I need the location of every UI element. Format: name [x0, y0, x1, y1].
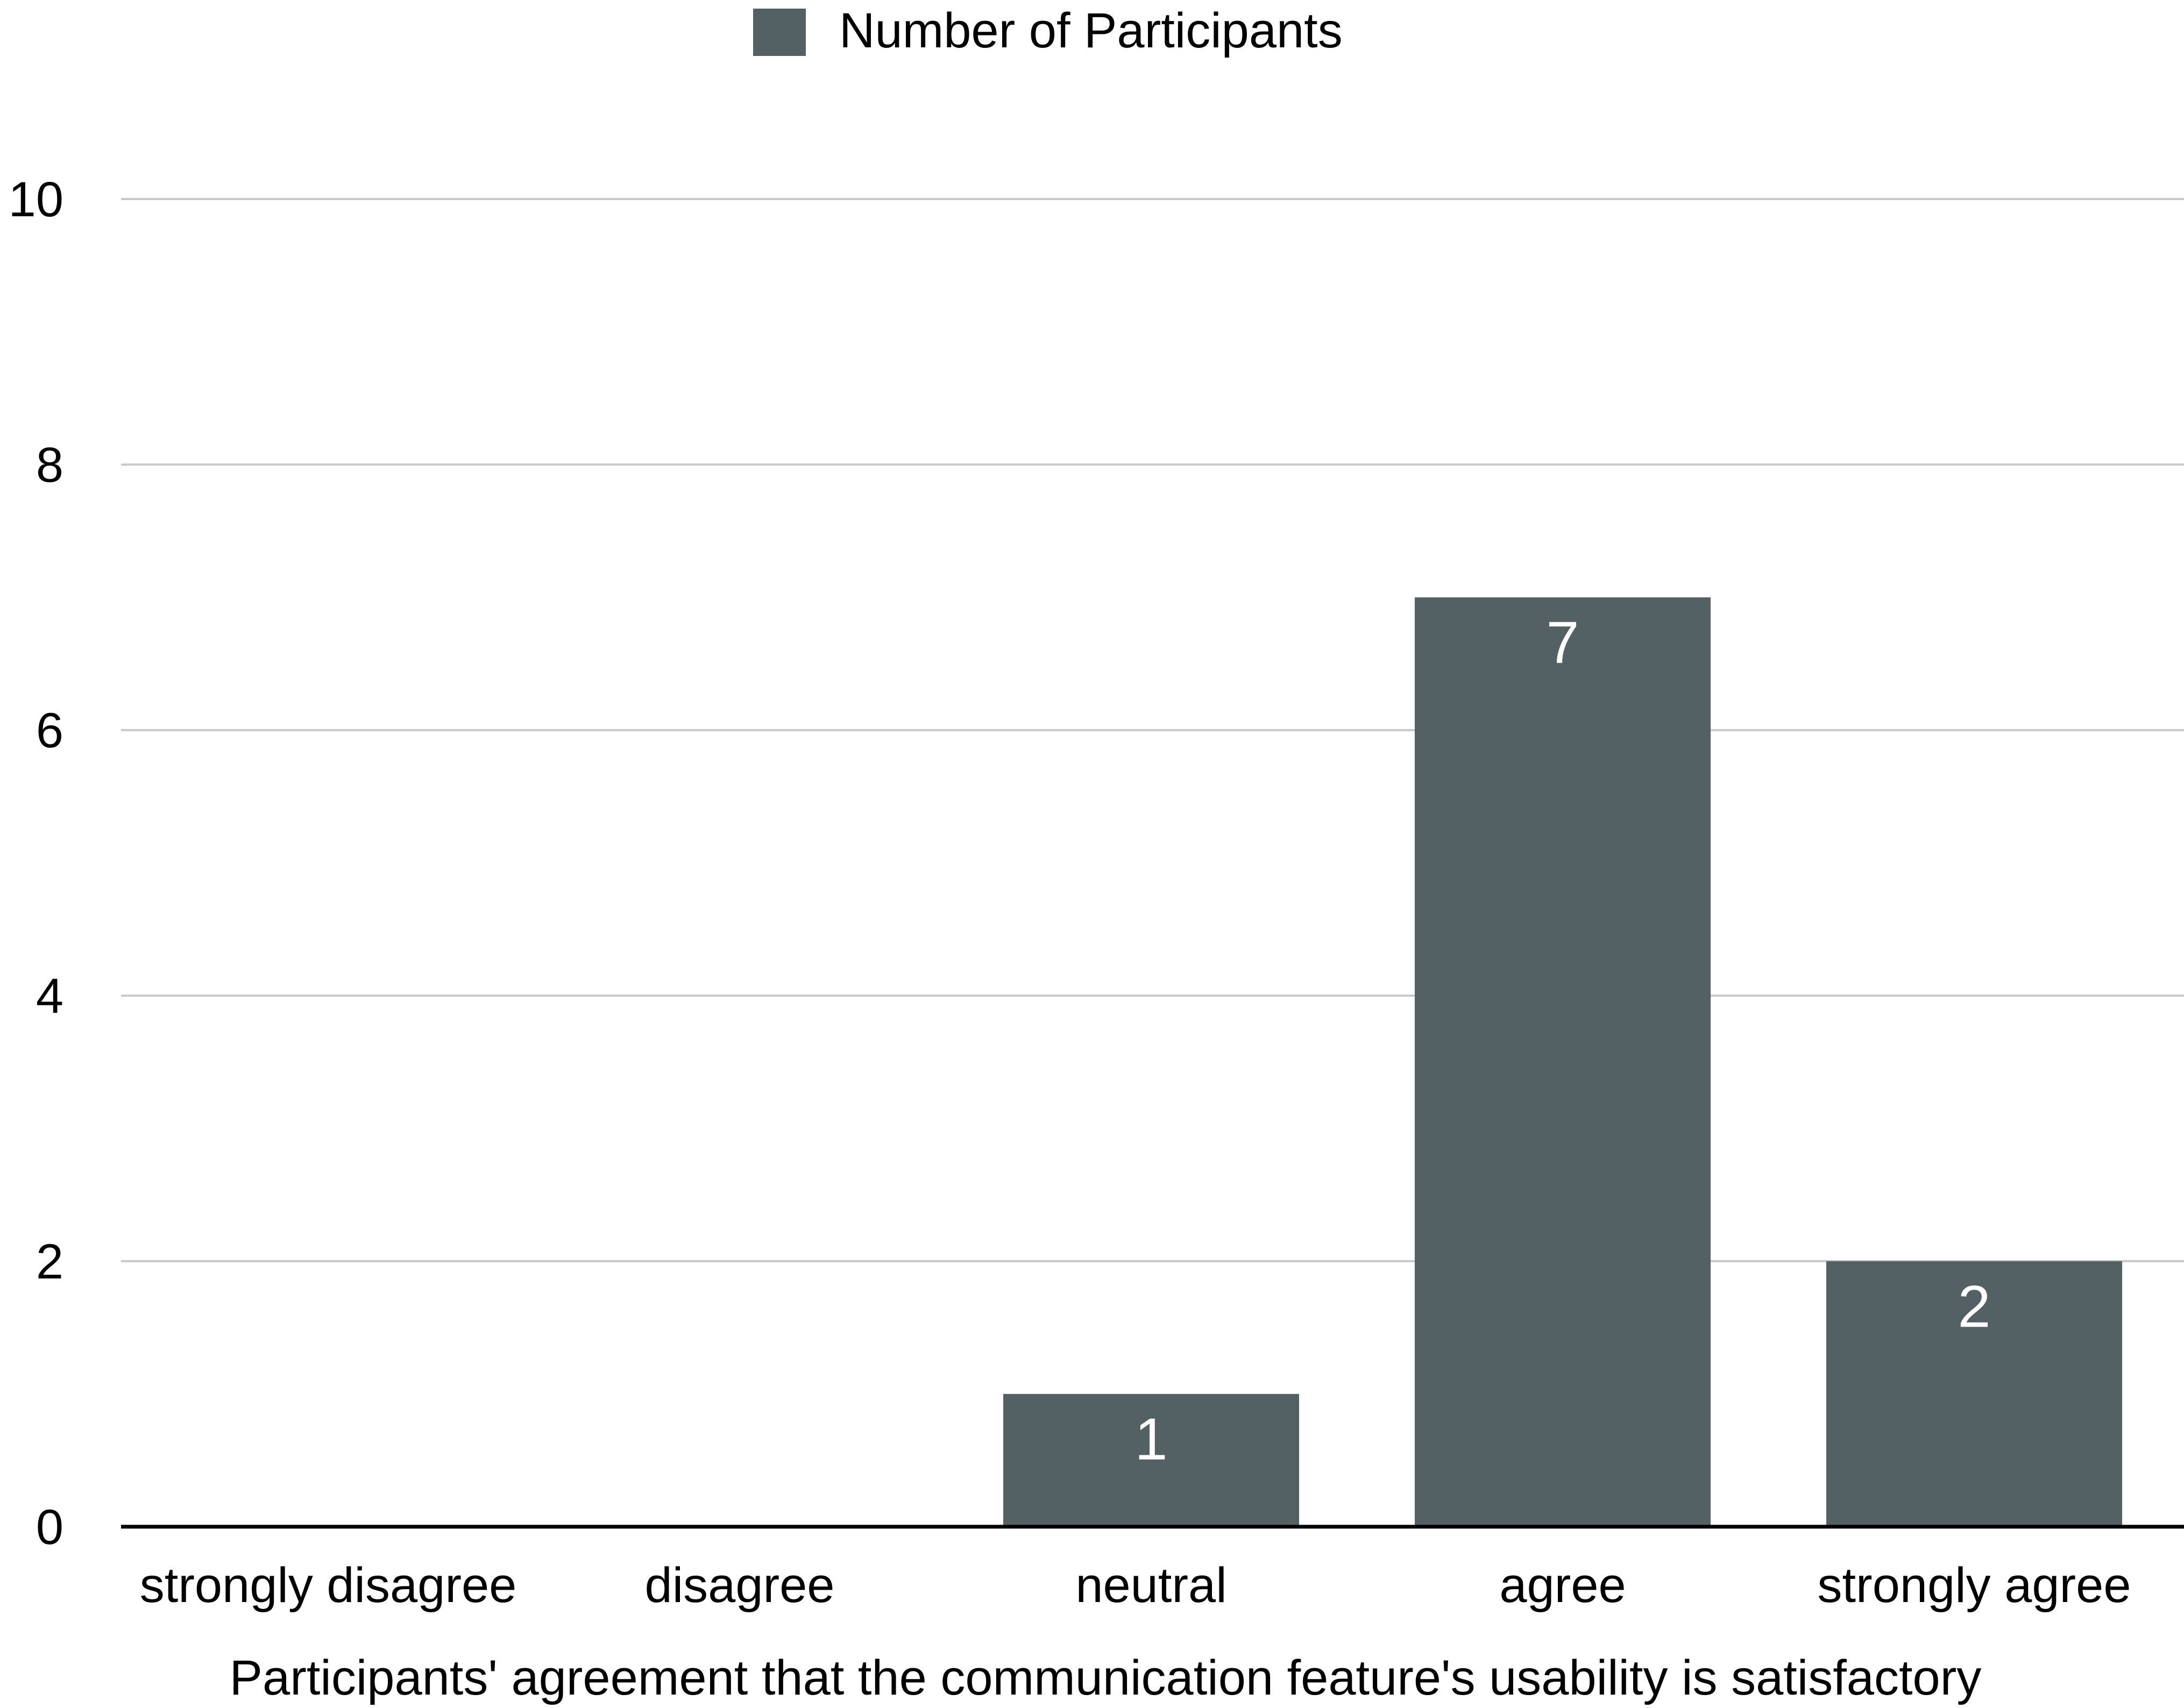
- bars: [1003, 597, 2122, 1527]
- x-tick-label: strongly disagree: [140, 1558, 517, 1613]
- x-tick-label: agree: [1499, 1558, 1626, 1613]
- x-tick-label: neutral: [1075, 1558, 1226, 1613]
- x-axis-tick-labels: strongly disagree disagree neutral agree str…: [140, 1558, 2131, 1613]
- x-axis-title: Participants' agreement that the communi…: [230, 1650, 1982, 1705]
- gridlines: [121, 198, 2184, 1263]
- x-tick-label: strongly agree: [1818, 1558, 2131, 1613]
- bar: [1415, 597, 1711, 1527]
- legend: Number of Participants: [753, 3, 1343, 58]
- y-tick-label: 4: [36, 969, 63, 1024]
- y-tick-label: 0: [36, 1500, 63, 1555]
- x-tick-label: disagree: [645, 1558, 835, 1613]
- bar-data-label: 7: [1546, 610, 1579, 676]
- y-tick-label: 2: [36, 1234, 63, 1289]
- bar: [1826, 1261, 2122, 1527]
- bar: [1003, 1394, 1299, 1527]
- y-tick-label: 10: [9, 172, 63, 227]
- bar-data-label: 2: [1958, 1273, 1990, 1340]
- bar-data-labels: 1 7 2: [1134, 610, 1990, 1472]
- y-tick-label: 8: [36, 438, 63, 493]
- y-axis-tick-labels: 0 2 4 6 8 10: [9, 172, 63, 1555]
- legend-swatch: [753, 9, 806, 56]
- y-tick-label: 6: [36, 703, 63, 758]
- bar-data-label: 1: [1134, 1406, 1167, 1472]
- legend-label: Number of Participants: [839, 3, 1343, 58]
